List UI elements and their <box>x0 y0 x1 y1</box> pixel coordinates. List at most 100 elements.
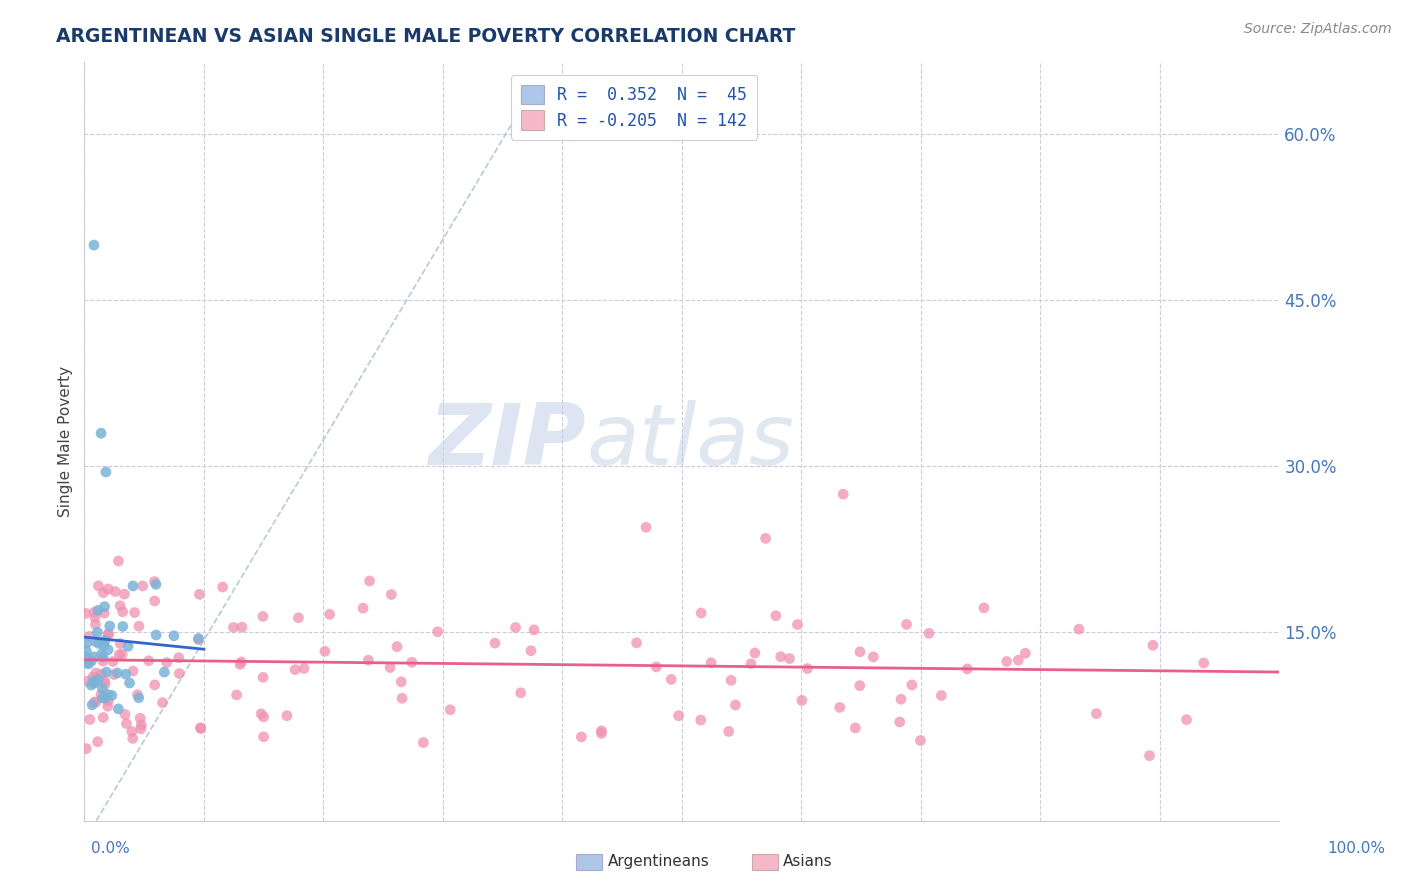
Point <box>117 640 139 654</box>
Point <box>86 625 108 640</box>
Point <box>94 633 117 648</box>
Point <box>569 730 592 744</box>
Point <box>359 574 381 588</box>
Point <box>121 731 143 746</box>
Point <box>152 696 174 710</box>
Text: 0.0%: 0.0% <box>91 841 131 856</box>
Point <box>97 582 120 596</box>
Point <box>796 662 818 676</box>
Point <box>101 655 124 669</box>
Point <box>82 670 104 684</box>
Point <box>744 646 766 660</box>
Point <box>129 722 152 736</box>
Point <box>111 648 134 662</box>
Point <box>98 619 121 633</box>
Point <box>1139 748 1161 763</box>
Point <box>91 681 114 696</box>
Point <box>128 690 150 705</box>
Point <box>724 698 747 712</box>
Point <box>385 640 408 654</box>
Point <box>84 617 107 632</box>
Point <box>111 619 134 633</box>
Point <box>97 699 120 714</box>
Point <box>401 655 423 669</box>
Point <box>96 665 118 679</box>
Point <box>83 649 105 664</box>
Point <box>292 661 315 675</box>
Point <box>918 626 941 640</box>
Point <box>103 667 125 681</box>
Point <box>97 627 120 641</box>
Point <box>114 667 136 681</box>
Point <box>107 554 129 568</box>
Point <box>122 579 145 593</box>
Point <box>83 238 105 252</box>
Legend: R =  0.352  N =  45, R = -0.205  N = 142: R = 0.352 N = 45, R = -0.205 N = 142 <box>510 75 758 140</box>
Point <box>849 645 872 659</box>
Point <box>114 707 136 722</box>
Point <box>1142 638 1164 652</box>
Point <box>93 673 115 688</box>
Point <box>901 678 924 692</box>
Point <box>790 693 813 707</box>
Point <box>690 606 713 620</box>
Point <box>229 657 252 672</box>
Point <box>890 692 912 706</box>
Point <box>122 664 145 678</box>
Point <box>357 653 380 667</box>
Point <box>222 620 245 634</box>
Point <box>91 654 114 668</box>
Point <box>211 580 233 594</box>
Point <box>75 644 97 658</box>
Point <box>84 695 107 709</box>
Point <box>91 710 114 724</box>
Point <box>132 579 155 593</box>
Point <box>87 673 110 687</box>
Point <box>94 465 117 479</box>
Point <box>97 694 120 708</box>
Point <box>380 588 402 602</box>
Point <box>1192 656 1215 670</box>
Point <box>84 610 107 624</box>
Text: 100.0%: 100.0% <box>1327 841 1385 856</box>
Point <box>75 649 97 664</box>
Point <box>740 657 762 671</box>
Point <box>626 636 648 650</box>
Point <box>889 714 911 729</box>
Point <box>169 666 191 681</box>
Point <box>352 601 374 615</box>
Point <box>659 673 682 687</box>
Point <box>720 673 742 688</box>
Point <box>129 718 152 732</box>
Point <box>91 585 114 599</box>
Point <box>145 577 167 591</box>
Point <box>87 603 110 617</box>
Point <box>90 687 112 701</box>
Point <box>77 674 100 689</box>
Point <box>412 735 434 749</box>
Point <box>108 648 131 662</box>
Point <box>828 700 851 714</box>
Point <box>83 605 105 619</box>
Point <box>94 690 117 705</box>
Point <box>765 608 787 623</box>
Point <box>108 599 131 613</box>
Point <box>79 713 101 727</box>
Point <box>115 716 138 731</box>
Point <box>104 584 127 599</box>
Point <box>156 656 179 670</box>
Point <box>75 741 97 756</box>
Point <box>112 587 135 601</box>
Point <box>87 636 110 650</box>
Text: Asians: Asians <box>783 855 832 869</box>
Point <box>995 655 1018 669</box>
Point <box>76 636 98 650</box>
Point <box>973 600 995 615</box>
Point <box>82 698 104 712</box>
Point <box>93 606 115 620</box>
Point <box>318 607 340 622</box>
Point <box>91 649 114 664</box>
Point <box>111 605 134 619</box>
Text: Argentineans: Argentineans <box>607 855 709 869</box>
Point <box>717 724 740 739</box>
